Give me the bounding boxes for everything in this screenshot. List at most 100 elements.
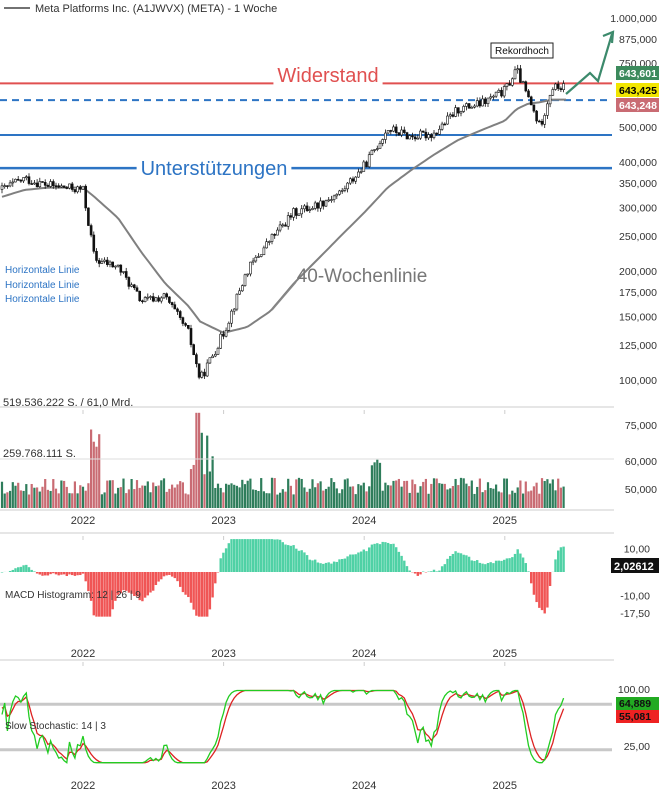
volume-bar bbox=[141, 485, 144, 508]
candle-body bbox=[432, 132, 436, 138]
macd-bar bbox=[19, 566, 23, 572]
macd-bar bbox=[254, 539, 257, 572]
macd-bar bbox=[246, 539, 249, 572]
x-tick-label: 2025 bbox=[493, 780, 517, 792]
candle-body bbox=[502, 86, 506, 97]
price-tick-label: 1.000,000 bbox=[610, 13, 657, 25]
candle-body bbox=[429, 134, 433, 138]
candle-body bbox=[6, 185, 9, 187]
candle-body bbox=[319, 200, 322, 209]
support-label: Unterstützungen bbox=[141, 158, 288, 180]
volume-bar bbox=[346, 478, 349, 508]
volume-bar bbox=[414, 484, 417, 508]
macd-bar bbox=[384, 542, 387, 572]
candle-body bbox=[254, 256, 258, 262]
macd-bar bbox=[179, 572, 182, 587]
volume-bar bbox=[22, 490, 25, 508]
volume-bar bbox=[27, 494, 31, 508]
volume-bar bbox=[335, 488, 338, 508]
candle-body bbox=[205, 362, 209, 377]
volume-bar bbox=[252, 489, 255, 508]
volume-bar bbox=[303, 487, 306, 508]
macd-bar bbox=[143, 572, 147, 598]
macd-bar bbox=[235, 539, 239, 572]
candle-body bbox=[419, 130, 422, 139]
macd-bar bbox=[478, 562, 482, 572]
volume-bar bbox=[230, 483, 233, 508]
volume-bar bbox=[268, 493, 271, 508]
candle-body bbox=[397, 132, 401, 136]
volume-axis: 75,000 60,000 50,000 bbox=[0, 420, 657, 496]
volume-bar bbox=[532, 486, 535, 508]
volume-bar bbox=[33, 487, 36, 508]
candle-body bbox=[456, 107, 460, 114]
resistance-gap bbox=[273, 81, 383, 86]
macd-tick-label: -17,50 bbox=[620, 608, 650, 620]
macd-bar bbox=[79, 572, 82, 576]
volume-bar bbox=[319, 481, 322, 508]
x-tick-label: 2023 bbox=[211, 515, 235, 527]
macd-bar bbox=[76, 572, 79, 576]
volume-bar bbox=[157, 485, 160, 508]
macd-bar bbox=[443, 564, 446, 572]
volume-bar bbox=[554, 490, 557, 508]
volume-bar bbox=[154, 486, 157, 508]
volume-bar bbox=[492, 488, 495, 508]
macd-bar bbox=[405, 566, 409, 572]
macd-bar bbox=[432, 569, 436, 572]
candle-body bbox=[227, 322, 231, 331]
volume-bar bbox=[87, 483, 90, 508]
candle-body bbox=[481, 98, 484, 107]
x-tick-label: 2023 bbox=[211, 648, 235, 660]
hline-label: Horizontale Linie bbox=[5, 280, 80, 291]
candle-body bbox=[462, 106, 466, 112]
macd-bar bbox=[527, 571, 530, 572]
candle-body bbox=[505, 83, 509, 87]
candle-body bbox=[400, 129, 403, 136]
volume-bar bbox=[384, 482, 387, 508]
macd-bar bbox=[68, 572, 71, 575]
candle-body bbox=[308, 209, 312, 211]
stoch-badge: 55,081 bbox=[619, 711, 651, 723]
macd-bar bbox=[330, 563, 333, 572]
macd-bar bbox=[543, 572, 546, 614]
volume-bar bbox=[246, 480, 249, 508]
candle-body bbox=[465, 103, 468, 107]
volume-bar bbox=[9, 490, 12, 508]
candle-body bbox=[208, 357, 212, 364]
macd-bar bbox=[84, 572, 87, 582]
macd-bar bbox=[295, 548, 298, 572]
macd-bar bbox=[46, 572, 50, 576]
macd-bar bbox=[173, 572, 176, 579]
x-tick-label: 2022 bbox=[71, 780, 95, 792]
macd-bar bbox=[365, 551, 368, 572]
volume-bar bbox=[92, 441, 95, 508]
candle-body bbox=[435, 132, 439, 135]
volume-bar bbox=[149, 492, 152, 508]
moving-average-label: 40-Wochenlinie bbox=[297, 266, 428, 287]
candle-body bbox=[416, 137, 420, 140]
x-tick-label: 2022 bbox=[71, 648, 95, 660]
macd-bar bbox=[413, 572, 417, 574]
volume-bar bbox=[524, 481, 527, 508]
candle-body bbox=[219, 333, 222, 349]
price-badge: 643,425 bbox=[619, 85, 657, 97]
macd-bar bbox=[200, 572, 203, 617]
candle-body bbox=[475, 100, 479, 107]
volume-bars bbox=[0, 412, 565, 508]
macd-bar bbox=[548, 572, 552, 587]
candle-body bbox=[154, 297, 158, 302]
macd-bar bbox=[276, 539, 279, 572]
candle-body bbox=[375, 148, 379, 150]
candle-body bbox=[262, 247, 266, 255]
candle-body bbox=[160, 297, 163, 302]
volume-bar bbox=[125, 493, 128, 508]
volume-bar bbox=[187, 494, 190, 508]
macd-bar bbox=[473, 560, 476, 572]
price-tick-label: 250,000 bbox=[619, 231, 657, 243]
candle-body bbox=[22, 177, 25, 182]
volume-bar bbox=[144, 485, 147, 508]
volume-bar bbox=[133, 489, 136, 508]
volume-bar bbox=[395, 480, 398, 508]
